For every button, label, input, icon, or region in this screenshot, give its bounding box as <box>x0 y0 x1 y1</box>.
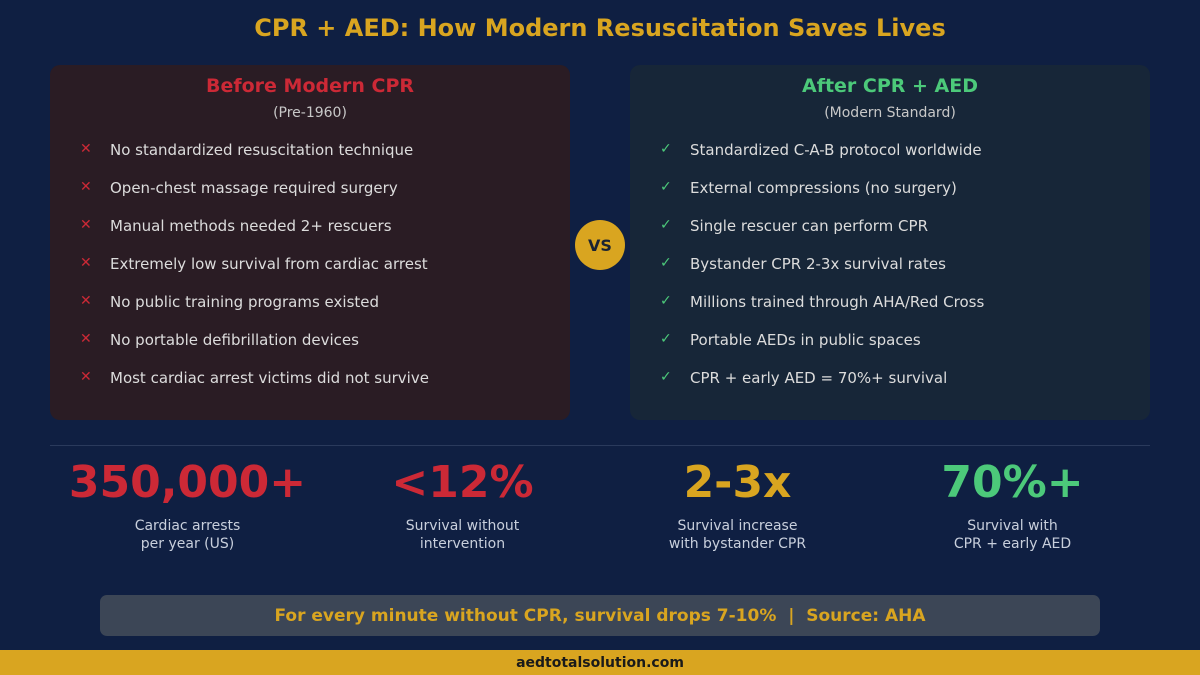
list-item-text: Standardized C-A-B protocol worldwide <box>690 141 982 159</box>
list-item-text: No public training programs existed <box>110 293 380 311</box>
list-item: ✕ Manual methods needed 2+ rescuers <box>80 217 429 255</box>
after-subtitle: (Modern Standard) <box>824 105 956 121</box>
check-mark-icon: ✓ <box>660 331 672 347</box>
before-heading: Before Modern CPR <box>205 75 415 97</box>
x-mark-icon: ✕ <box>80 369 92 385</box>
list-item-text: Manual methods needed 2+ rescuers <box>110 217 392 235</box>
stat-value: <12% <box>391 457 534 508</box>
stat-label-line: Survival increase <box>677 518 798 534</box>
stat-label-line: Survival with <box>967 518 1058 534</box>
before-subtitle: (Pre-1960) <box>273 105 347 121</box>
list-item-text: Bystander CPR 2-3x survival rates <box>690 255 946 273</box>
check-mark-icon: ✓ <box>660 293 672 309</box>
list-item-text: Millions trained through AHA/Red Cross <box>690 293 985 311</box>
check-mark-icon: ✓ <box>660 255 672 271</box>
list-item: ✕ No public training programs existed <box>80 293 429 331</box>
x-mark-icon: ✕ <box>80 331 92 347</box>
stat-block: 70%+ Survival with CPR + early AED <box>875 455 1150 553</box>
vs-badge: VS <box>575 220 625 270</box>
list-item: ✕ No standardized resuscitation technique <box>80 141 429 179</box>
stat-block: 2-3x Survival increase with bystander CPR <box>600 455 875 553</box>
stat-block: 350,000+ Cardiac arrests per year (US) <box>50 455 325 553</box>
after-heading: After CPR + AED <box>801 75 979 97</box>
stat-label-line: Survival without <box>405 518 520 534</box>
list-item-text: No standardized resuscitation technique <box>110 141 414 159</box>
list-item-text: Open-chest massage required surgery <box>110 179 398 197</box>
before-list: ✕ No standardized resuscitation technique… <box>80 141 429 407</box>
stat-label: Survival increase with bystander CPR <box>600 517 875 553</box>
check-mark-icon: ✓ <box>660 179 672 195</box>
stat-label-line: with bystander CPR <box>668 536 807 552</box>
list-item: ✓ Portable AEDs in public spaces <box>660 331 984 369</box>
list-item: ✓ Single rescuer can perform CPR <box>660 217 984 255</box>
stat-block: <12% Survival without intervention <box>325 455 600 553</box>
list-item-text: Single rescuer can perform CPR <box>690 217 928 235</box>
list-item: ✓ Millions trained through AHA/Red Cross <box>660 293 984 331</box>
after-list: ✓ Standardized C-A-B protocol worldwide ✓ E… <box>660 141 984 407</box>
before-panel: Before Modern CPR (Pre-1960) ✕ No standar… <box>50 65 570 420</box>
list-item: ✕ No portable defibrillation devices <box>80 331 429 369</box>
stat-label-line: CPR + early AED <box>953 536 1072 552</box>
after-panel: After CPR + AED (Modern Standard) ✓ Stand… <box>630 65 1150 420</box>
check-mark-icon: ✓ <box>660 369 672 385</box>
x-mark-icon: ✕ <box>80 179 92 195</box>
stat-label-line: Cardiac arrests <box>134 518 241 534</box>
x-mark-icon: ✕ <box>80 293 92 309</box>
stat-value: 70%+ <box>941 457 1084 508</box>
list-item: ✓ Bystander CPR 2-3x survival rates <box>660 255 984 293</box>
list-item: ✕ Most cardiac arrest victims did not sur… <box>80 369 429 407</box>
stat-value: 350,000+ <box>68 457 307 508</box>
list-item-text: No portable defibrillation devices <box>110 331 359 349</box>
stat-label: Survival with CPR + early AED <box>875 517 1150 553</box>
x-mark-icon: ✕ <box>80 141 92 157</box>
list-item-text: Most cardiac arrest victims did not surv… <box>110 369 429 387</box>
list-item: ✓ External compressions (no surgery) <box>660 179 984 217</box>
stat-value: 2-3x <box>683 457 792 508</box>
footer-website: aedtotalsolution.com <box>0 650 1200 675</box>
list-item: ✓ Standardized C-A-B protocol worldwide <box>660 141 984 179</box>
stat-label: Cardiac arrests per year (US) <box>50 517 325 553</box>
page-title: CPR + AED: How Modern Resuscitation Save… <box>254 14 946 42</box>
x-mark-icon: ✕ <box>80 255 92 271</box>
list-item: ✕ Extremely low survival from cardiac arr… <box>80 255 429 293</box>
source-banner: For every minute without CPR, survival d… <box>100 595 1100 636</box>
divider <box>50 445 1150 446</box>
list-item-text: Extremely low survival from cardiac arre… <box>110 255 428 273</box>
stat-label: Survival without intervention <box>325 517 600 553</box>
list-item-text: CPR + early AED = 70%+ survival <box>690 369 948 387</box>
check-mark-icon: ✓ <box>660 217 672 233</box>
stat-label-line: per year (US) <box>140 536 235 552</box>
list-item: ✓ CPR + early AED = 70%+ survival <box>660 369 984 407</box>
check-mark-icon: ✓ <box>660 141 672 157</box>
x-mark-icon: ✕ <box>80 217 92 233</box>
stat-label-line: intervention <box>419 536 506 552</box>
list-item-text: Portable AEDs in public spaces <box>690 331 921 349</box>
list-item-text: External compressions (no surgery) <box>690 179 957 197</box>
list-item: ✕ Open-chest massage required surgery <box>80 179 429 217</box>
